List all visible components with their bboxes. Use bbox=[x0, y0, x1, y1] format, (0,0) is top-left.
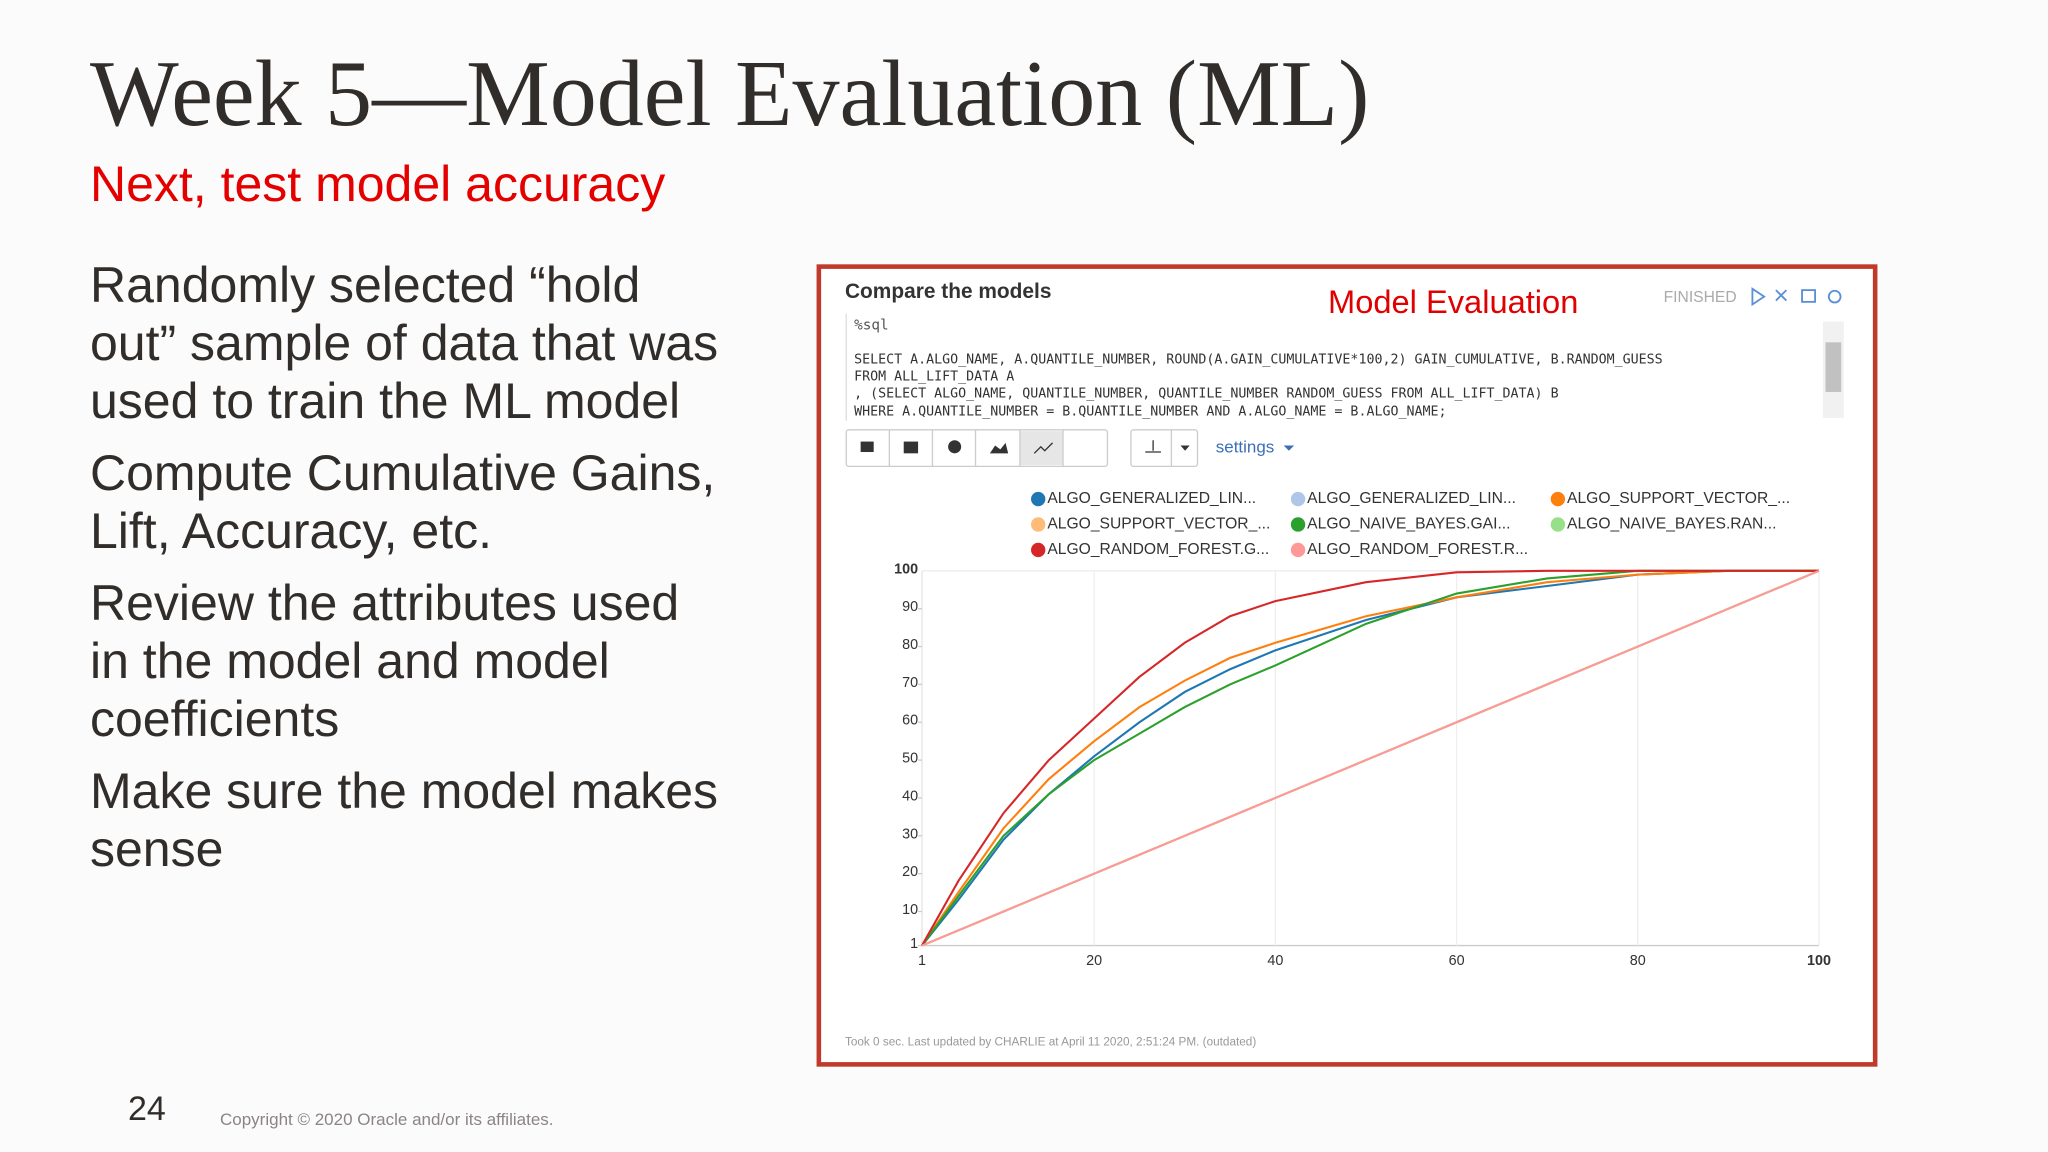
x-tick-label: 100 bbox=[1807, 953, 1831, 969]
sql-line: , (SELECT ALGO_NAME, QUANTILE_NUMBER, QU… bbox=[854, 386, 1558, 401]
legend-label: ALGO_GENERALIZED_LIN... bbox=[1047, 490, 1256, 507]
scrollbar-thumb bbox=[1825, 342, 1842, 392]
legend-swatch bbox=[1031, 542, 1046, 558]
chart-toolbar bbox=[845, 429, 1199, 468]
slide-subtitle: Next, test model accuracy bbox=[90, 156, 666, 212]
paragraph-title: Compare the models bbox=[845, 280, 1051, 303]
y-tick-label: 90 bbox=[902, 599, 918, 615]
bullet: Compute Cumulative Gains, Lift, Accuracy… bbox=[90, 445, 716, 559]
legend-swatch bbox=[1290, 542, 1306, 558]
series-line bbox=[921, 569, 1820, 947]
legend-label: ALGO_RANDOM_FOREST.R... bbox=[1307, 541, 1528, 558]
toolbar-glyphs bbox=[860, 440, 1190, 454]
button-group[interactable] bbox=[845, 429, 1109, 468]
x-tick-label: 60 bbox=[1449, 953, 1465, 969]
download-button[interactable] bbox=[1130, 429, 1199, 468]
y-tick-label: 50 bbox=[902, 751, 918, 767]
interpreter: %sql bbox=[854, 317, 889, 333]
legend-swatch bbox=[1550, 491, 1566, 507]
legend-swatch bbox=[1290, 491, 1306, 507]
sql-line: FROM ALL_LIFT_DATA A bbox=[854, 369, 1014, 384]
sql-line: SELECT A.ALGO_NAME, A.QUANTILE_NUMBER, R… bbox=[854, 352, 1663, 367]
legend-label: ALGO_SUPPORT_VECTOR_... bbox=[1047, 516, 1270, 533]
settings-caret bbox=[1283, 445, 1295, 451]
sql-line: WHERE A.QUANTILE_NUMBER = B.QUANTILE_NUM… bbox=[854, 405, 1446, 420]
bullet: Randomly selected “hold out” sample of d… bbox=[90, 257, 719, 429]
y-tick-label: 80 bbox=[902, 637, 918, 653]
legend-label: ALGO_NAIVE_BAYES.RAN... bbox=[1567, 516, 1776, 533]
x-tick-label: 40 bbox=[1267, 953, 1283, 969]
status: FINISHED bbox=[1664, 289, 1737, 306]
legend-label: ALGO_NAIVE_BAYES.GAI... bbox=[1307, 516, 1510, 533]
legend-swatch bbox=[1031, 491, 1046, 507]
legend-swatch bbox=[1290, 517, 1306, 532]
x-tick-label: 80 bbox=[1630, 953, 1646, 969]
toolbar-icons bbox=[1751, 287, 1842, 307]
y-tick-label: 100 bbox=[894, 561, 918, 577]
y-tick-label: 40 bbox=[902, 788, 918, 804]
legend-swatch bbox=[1031, 517, 1046, 532]
y-tick-label: 30 bbox=[902, 826, 918, 842]
y-tick-label: 1 bbox=[910, 936, 918, 952]
slide-title: Week 5—Model Evaluation (ML) bbox=[90, 42, 1370, 146]
y-tick-label: 70 bbox=[902, 675, 918, 691]
y-tick-label: 10 bbox=[902, 902, 918, 918]
legend-label: ALGO_RANDOM_FOREST.G... bbox=[1047, 541, 1269, 558]
copyright: Copyright © 2020 Oracle and/or its affil… bbox=[220, 1110, 554, 1129]
page-number: 24 bbox=[128, 1090, 166, 1128]
legend-swatch bbox=[1550, 517, 1566, 532]
settings-link[interactable]: settings bbox=[1216, 438, 1274, 457]
series-line bbox=[921, 569, 1820, 947]
series-line bbox=[921, 569, 1820, 947]
series-line bbox=[921, 569, 1820, 947]
x-tick-label: 1 bbox=[918, 953, 926, 969]
notebook-panel: Compare the models Model Evaluation FINI… bbox=[816, 264, 1878, 1067]
bullet: Review the attributes used in the model … bbox=[90, 575, 680, 747]
series-line bbox=[921, 569, 1820, 947]
x-tick-label: 20 bbox=[1086, 953, 1102, 969]
legend-label: ALGO_GENERALIZED_LIN... bbox=[1307, 490, 1516, 507]
y-tick-label: 60 bbox=[902, 713, 918, 729]
legend-label: ALGO_SUPPORT_VECTOR_... bbox=[1567, 490, 1790, 507]
bullet: Make sure the model makes sense bbox=[90, 763, 719, 877]
y-tick-label: 20 bbox=[902, 864, 918, 880]
code-editor bbox=[846, 313, 1846, 421]
paragraph-footer: Took 0 sec. Last updated by CHARLIE at A… bbox=[845, 1035, 1256, 1048]
bullet-list: Randomly selected “hold out” sample of d… bbox=[90, 256, 730, 892]
